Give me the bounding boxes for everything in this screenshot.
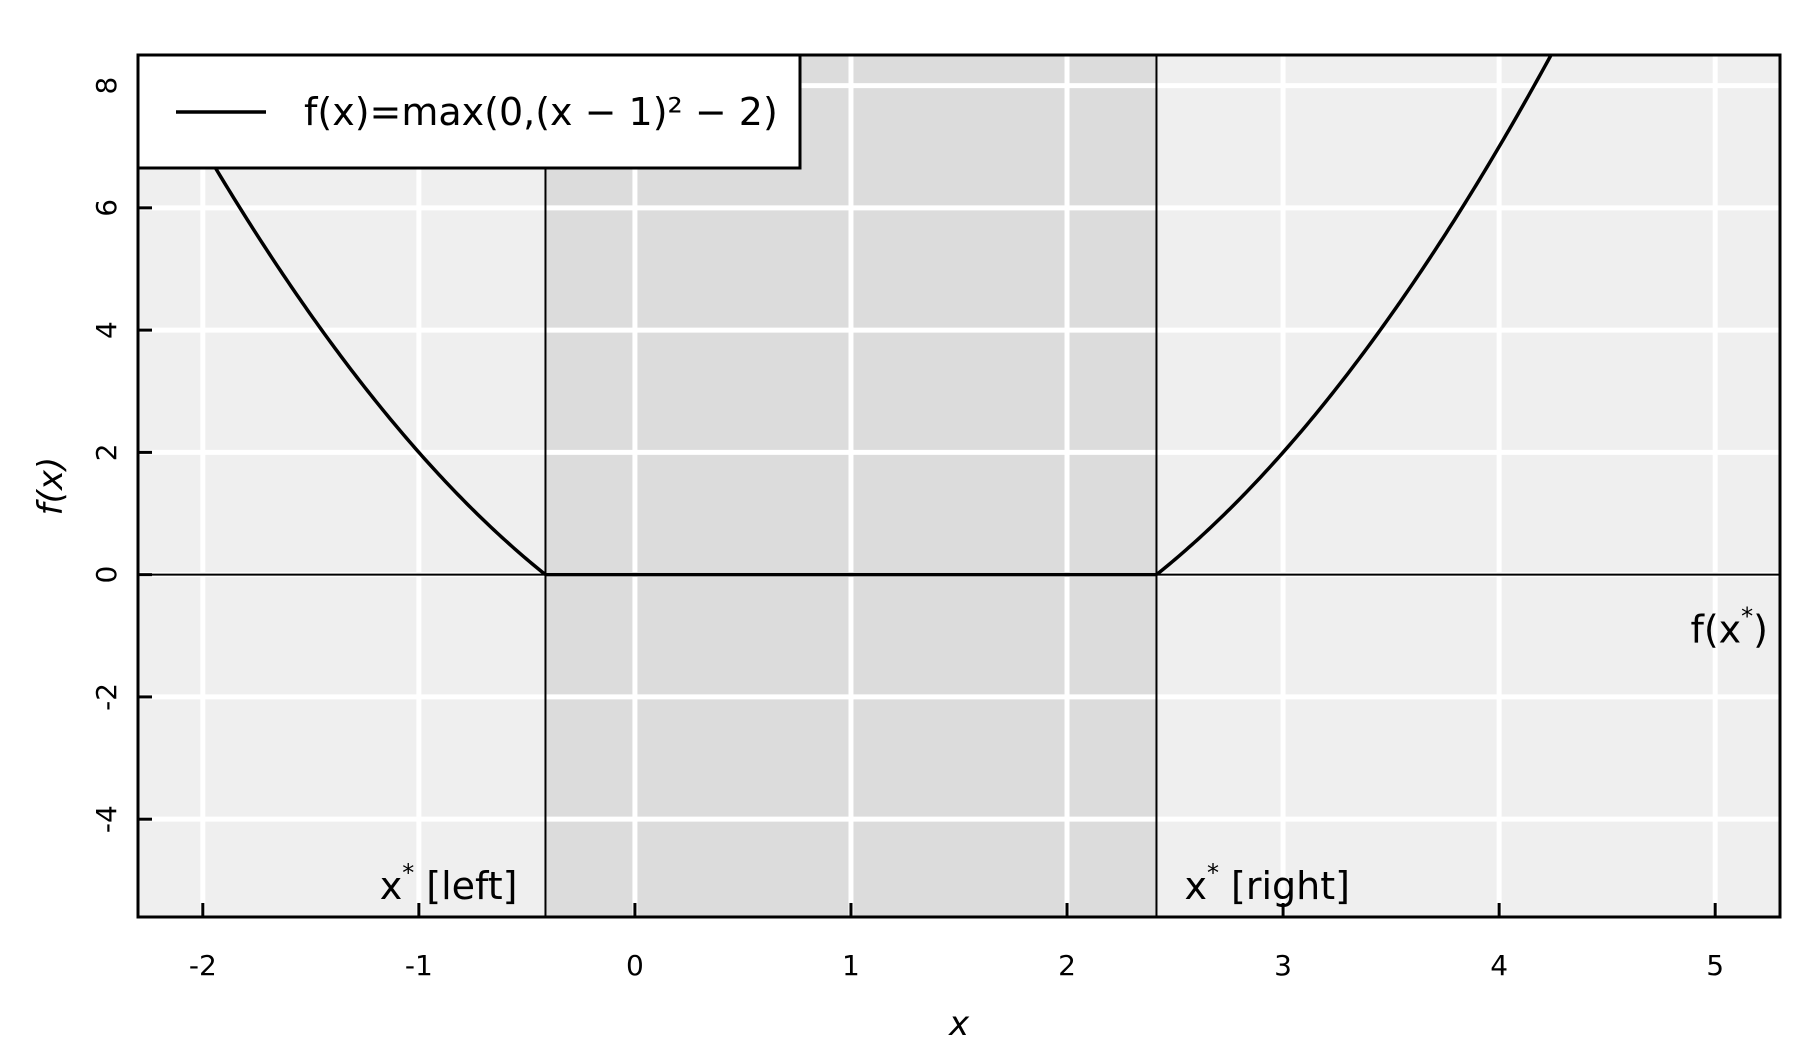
x-axis: -2 -1 0 1 2 3 4 5 xyxy=(189,903,1724,982)
annotation-x-star-left: x* [left] xyxy=(380,859,518,908)
series-layer xyxy=(148,55,1554,577)
y-tick-label: -2 xyxy=(90,683,123,711)
y-tick-label: 8 xyxy=(90,77,123,95)
y-tick-label: 2 xyxy=(90,443,123,461)
annotation-f-x-star: f(x*) xyxy=(1690,603,1768,652)
x-tick-label: 1 xyxy=(842,949,860,982)
x-tick-label: -2 xyxy=(189,949,217,982)
x-axis-title: x xyxy=(948,1004,970,1044)
legend-label: f(x)=max(0,(x − 1)² − 2) xyxy=(304,90,778,134)
x-tick-label: 0 xyxy=(626,949,644,982)
annotation-x-star-right: x* [right] xyxy=(1184,859,1350,908)
legend: f(x)=max(0,(x − 1)² − 2) xyxy=(136,53,802,170)
x-tick-label: 2 xyxy=(1058,949,1076,982)
y-axis: -4 -2 0 2 4 6 8 xyxy=(90,77,152,833)
x-tick-label: 3 xyxy=(1274,949,1292,982)
x-tick-label: -1 xyxy=(405,949,433,982)
y-tick-label: 6 xyxy=(90,199,123,217)
x-tick-label: 5 xyxy=(1706,949,1724,982)
series-line xyxy=(148,55,1554,577)
y-tick-label: -4 xyxy=(90,805,123,833)
plot-frame xyxy=(136,53,1782,919)
x-tick-label: 4 xyxy=(1490,949,1508,982)
y-tick-label: 4 xyxy=(90,321,123,339)
y-tick-label: 0 xyxy=(90,566,123,584)
y-axis-title: f(x) xyxy=(31,457,71,516)
